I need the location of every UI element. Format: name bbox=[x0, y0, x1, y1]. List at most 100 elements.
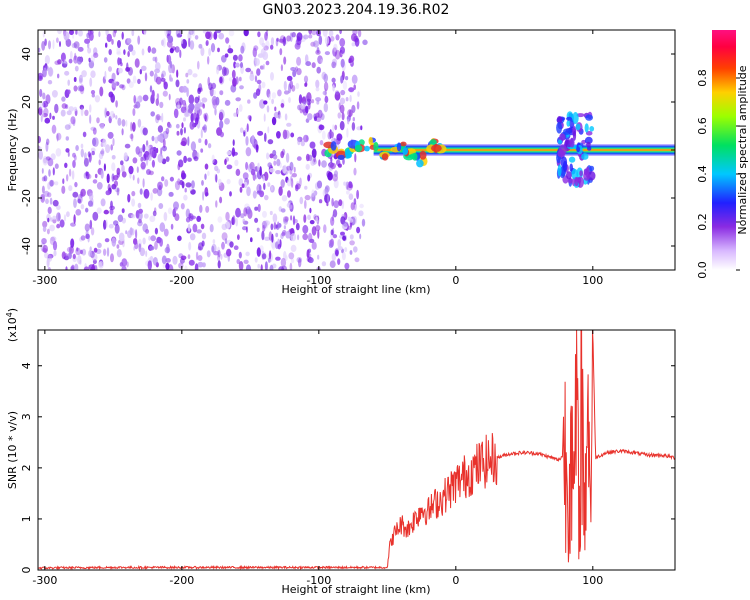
noise-speck bbox=[78, 74, 83, 83]
noise-speck bbox=[106, 173, 110, 184]
noise-speck bbox=[200, 223, 205, 230]
noise-speck bbox=[280, 257, 287, 268]
noise-speck bbox=[249, 73, 255, 82]
noise-speck bbox=[234, 159, 239, 166]
noise-speck bbox=[333, 178, 339, 189]
noise-speck bbox=[43, 67, 47, 78]
noise-speck bbox=[155, 76, 162, 85]
band-blob bbox=[337, 154, 345, 161]
snr-y-label: SNR (10 * v/v) bbox=[6, 411, 19, 489]
noise-speck bbox=[327, 193, 330, 204]
noise-speck bbox=[337, 112, 342, 119]
noise-speck bbox=[337, 258, 341, 265]
band-blob bbox=[396, 142, 402, 152]
noise-speck bbox=[79, 259, 82, 265]
noise-speck bbox=[175, 123, 180, 129]
noise-speck bbox=[201, 232, 207, 240]
noise-speck bbox=[138, 208, 144, 214]
noise-speck bbox=[330, 131, 334, 138]
noise-speck bbox=[63, 31, 70, 41]
noise-speck bbox=[41, 238, 47, 245]
noise-speck bbox=[267, 182, 271, 187]
noise-speck bbox=[196, 215, 202, 222]
noise-speck bbox=[320, 59, 323, 64]
noise-speck bbox=[152, 257, 158, 266]
noise-speck bbox=[237, 234, 240, 241]
noise-speck bbox=[243, 181, 248, 189]
noise-speck bbox=[142, 153, 147, 162]
noise-speck bbox=[276, 131, 281, 139]
noise-speck bbox=[73, 55, 78, 64]
noise-speck bbox=[226, 178, 231, 185]
noise-speck bbox=[75, 145, 79, 151]
noise-speck bbox=[143, 30, 147, 36]
noise-speck bbox=[263, 182, 266, 190]
noise-speck bbox=[194, 96, 200, 104]
disturbance-blob bbox=[574, 176, 579, 187]
noise-speck bbox=[348, 218, 354, 223]
noise-speck bbox=[42, 220, 48, 228]
noise-speck bbox=[88, 200, 93, 207]
noise-speck bbox=[155, 98, 159, 106]
noise-speck bbox=[105, 42, 108, 48]
noise-speck bbox=[324, 95, 329, 104]
noise-speck bbox=[54, 163, 59, 169]
snr-x-tick-label: 0 bbox=[452, 574, 459, 587]
noise-speck bbox=[103, 209, 110, 215]
noise-speck bbox=[324, 186, 329, 196]
noise-speck bbox=[357, 30, 362, 38]
noise-speck bbox=[41, 176, 46, 182]
noise-speck bbox=[290, 132, 295, 138]
noise-speck bbox=[46, 138, 50, 146]
noise-speck bbox=[219, 90, 224, 96]
disturbance-blob bbox=[556, 122, 563, 134]
noise-speck bbox=[346, 183, 353, 191]
noise-speck bbox=[77, 46, 84, 52]
noise-speck bbox=[288, 204, 293, 210]
noise-speck bbox=[333, 200, 340, 209]
noise-speck bbox=[289, 262, 293, 270]
noise-speck bbox=[49, 180, 54, 187]
noise-speck bbox=[126, 78, 131, 84]
noise-speck bbox=[275, 38, 279, 47]
noise-speck bbox=[197, 261, 204, 268]
noise-speck bbox=[70, 238, 75, 248]
noise-speck bbox=[339, 97, 346, 105]
noise-speck bbox=[100, 169, 104, 179]
noise-speck bbox=[121, 258, 128, 267]
noise-speck bbox=[174, 46, 180, 53]
noise-speck bbox=[47, 158, 54, 167]
noise-speck bbox=[269, 210, 273, 216]
noise-speck bbox=[85, 171, 88, 176]
noise-speck bbox=[295, 184, 299, 192]
noise-speck bbox=[49, 197, 53, 205]
noise-speck bbox=[340, 58, 345, 68]
noise-speck bbox=[257, 53, 264, 58]
noise-speck bbox=[217, 47, 220, 53]
noise-speck bbox=[304, 185, 308, 190]
noise-speck bbox=[109, 205, 115, 211]
noise-speck bbox=[151, 89, 155, 99]
noise-speck bbox=[73, 214, 76, 224]
noise-speck bbox=[345, 76, 349, 81]
noise-speck bbox=[264, 236, 270, 241]
noise-speck bbox=[117, 117, 122, 126]
noise-speck bbox=[168, 93, 171, 101]
noise-speck bbox=[221, 66, 227, 77]
noise-speck bbox=[205, 205, 210, 213]
noise-speck bbox=[131, 49, 136, 56]
snr-plot-area bbox=[38, 330, 675, 570]
noise-speck bbox=[321, 160, 327, 168]
noise-speck bbox=[59, 41, 61, 47]
noise-speck bbox=[212, 239, 216, 244]
noise-speck bbox=[161, 255, 167, 265]
noise-speck bbox=[147, 45, 151, 53]
noise-speck bbox=[106, 247, 110, 257]
noise-speck bbox=[127, 51, 130, 57]
noise-speck bbox=[256, 68, 261, 76]
noise-speck bbox=[307, 257, 314, 264]
noise-speck bbox=[180, 128, 183, 136]
noise-speck bbox=[331, 58, 338, 66]
noise-speck bbox=[99, 123, 105, 129]
noise-speck bbox=[70, 116, 76, 125]
